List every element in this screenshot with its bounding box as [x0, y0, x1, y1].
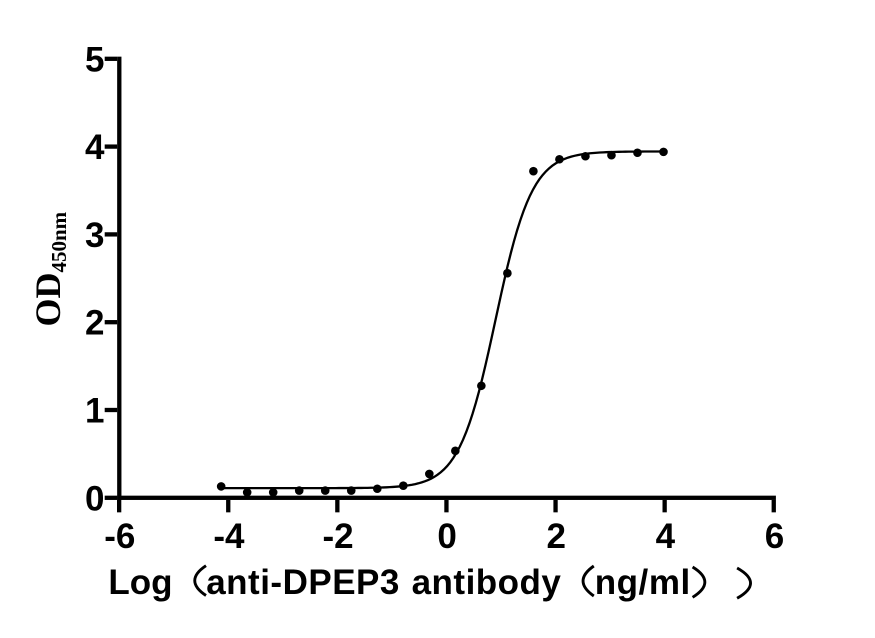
svg-text:2: 2 [85, 304, 104, 343]
svg-text:5: 5 [85, 40, 104, 79]
svg-text:-6: -6 [104, 517, 135, 556]
svg-text:2: 2 [547, 517, 566, 556]
svg-text:0: 0 [85, 479, 104, 518]
svg-text:1: 1 [85, 392, 104, 431]
svg-text:anti-DPEP3 antibody: anti-DPEP3 antibody [206, 563, 561, 602]
svg-text:4: 4 [656, 517, 676, 556]
svg-text:6: 6 [765, 517, 784, 556]
svg-text:0: 0 [437, 517, 456, 556]
svg-text:4: 4 [85, 128, 105, 167]
svg-text:Log: Log [108, 563, 172, 602]
svg-text:ng/ml: ng/ml [595, 563, 691, 602]
svg-text:-4: -4 [213, 517, 245, 556]
svg-text:-2: -2 [322, 517, 353, 556]
svg-text:3: 3 [85, 216, 104, 255]
